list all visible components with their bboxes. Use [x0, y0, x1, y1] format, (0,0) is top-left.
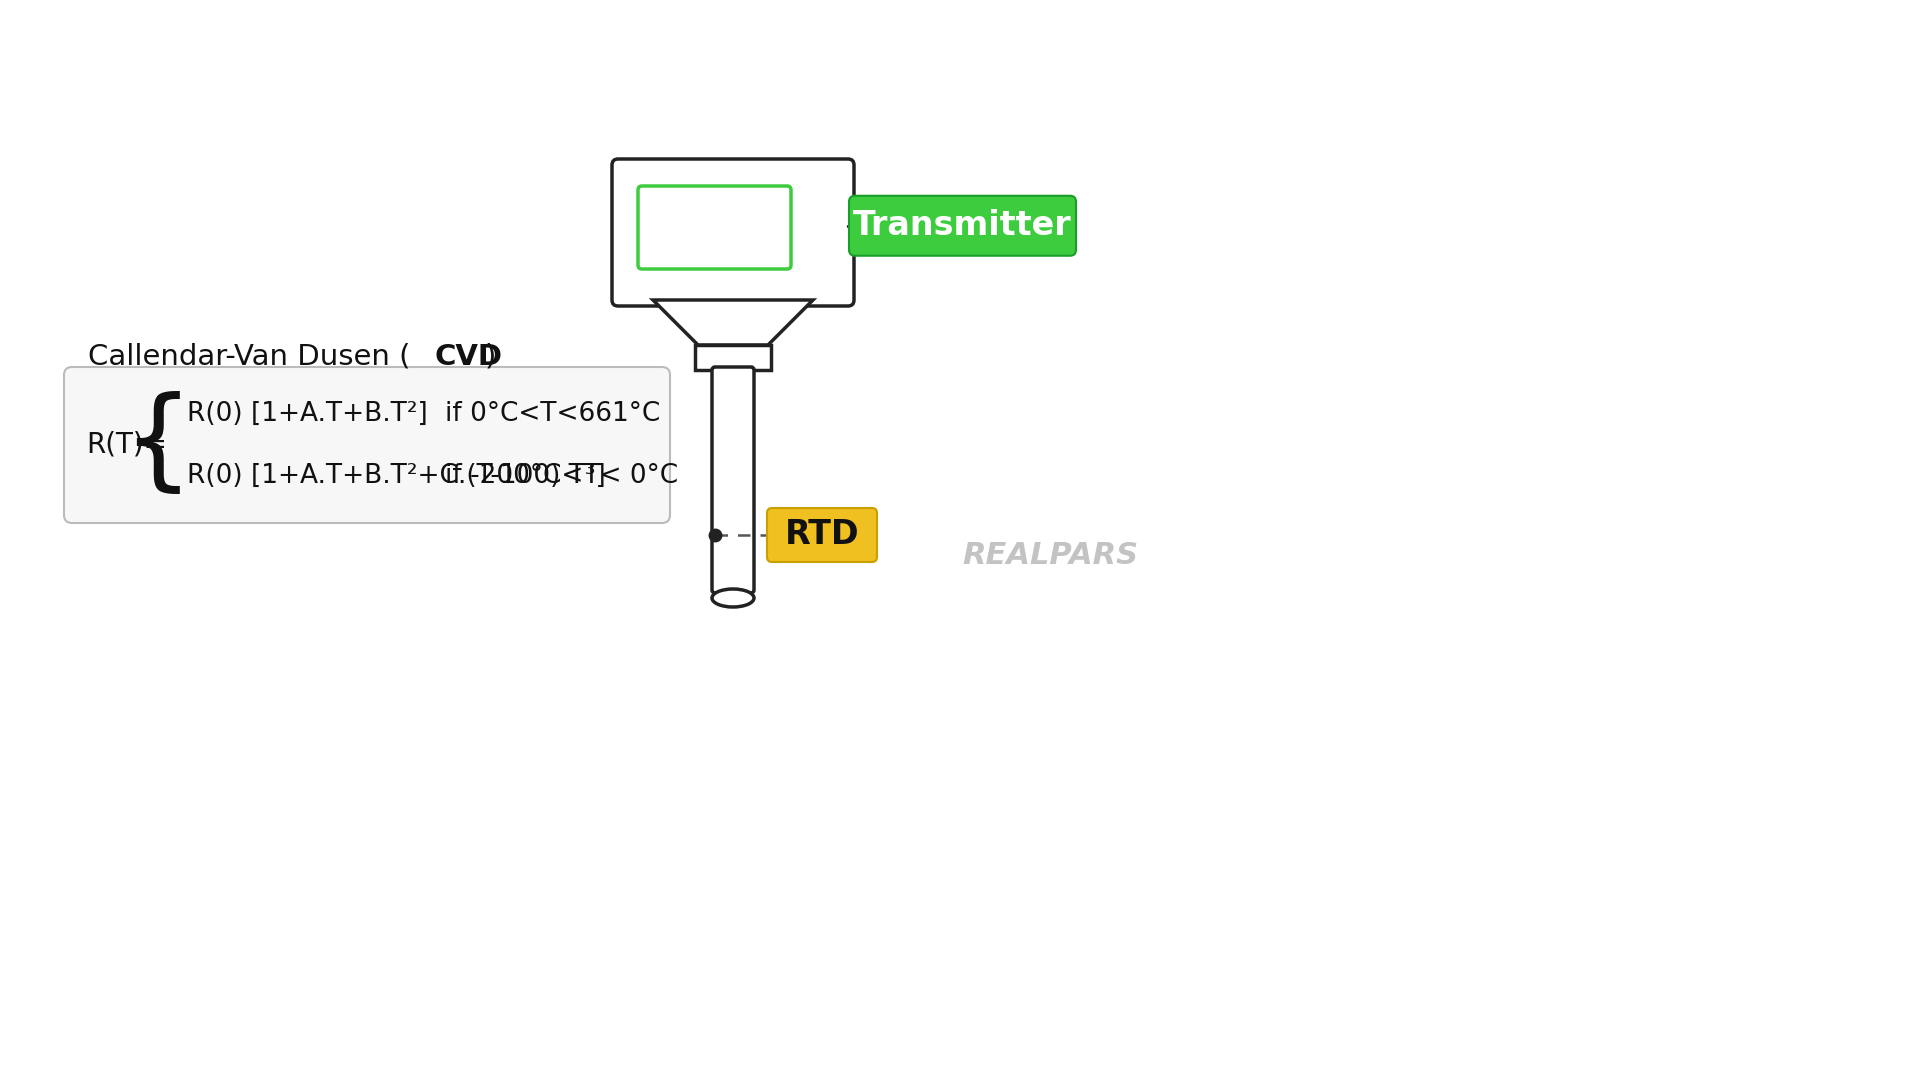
FancyBboxPatch shape	[63, 367, 670, 523]
Text: REALPARS: REALPARS	[962, 540, 1139, 569]
Text: Transmitter: Transmitter	[852, 210, 1071, 242]
Text: ): )	[486, 343, 497, 372]
Text: R(T)=: R(T)=	[86, 431, 167, 459]
FancyBboxPatch shape	[868, 214, 891, 238]
Text: RTD: RTD	[785, 518, 860, 552]
Polygon shape	[695, 345, 772, 370]
FancyBboxPatch shape	[612, 159, 854, 306]
FancyBboxPatch shape	[637, 186, 791, 269]
Text: if 0°C<T<661°C: if 0°C<T<661°C	[445, 401, 660, 428]
Text: CVD: CVD	[436, 343, 503, 372]
Text: Callendar-Van Dusen (: Callendar-Van Dusen (	[88, 343, 411, 372]
Polygon shape	[653, 300, 812, 345]
FancyBboxPatch shape	[766, 508, 877, 562]
Text: R(0) [1+A.T+B.T²]: R(0) [1+A.T+B.T²]	[186, 401, 428, 428]
Text: R(0) [1+A.T+B.T²+C.(T-100) T³]: R(0) [1+A.T+B.T²+C.(T-100) T³]	[186, 463, 605, 489]
Text: if -200°C<T< 0°C: if -200°C<T< 0°C	[445, 463, 678, 489]
Text: {: {	[121, 391, 192, 499]
Ellipse shape	[712, 589, 755, 607]
FancyBboxPatch shape	[849, 195, 1075, 256]
FancyBboxPatch shape	[712, 367, 755, 593]
